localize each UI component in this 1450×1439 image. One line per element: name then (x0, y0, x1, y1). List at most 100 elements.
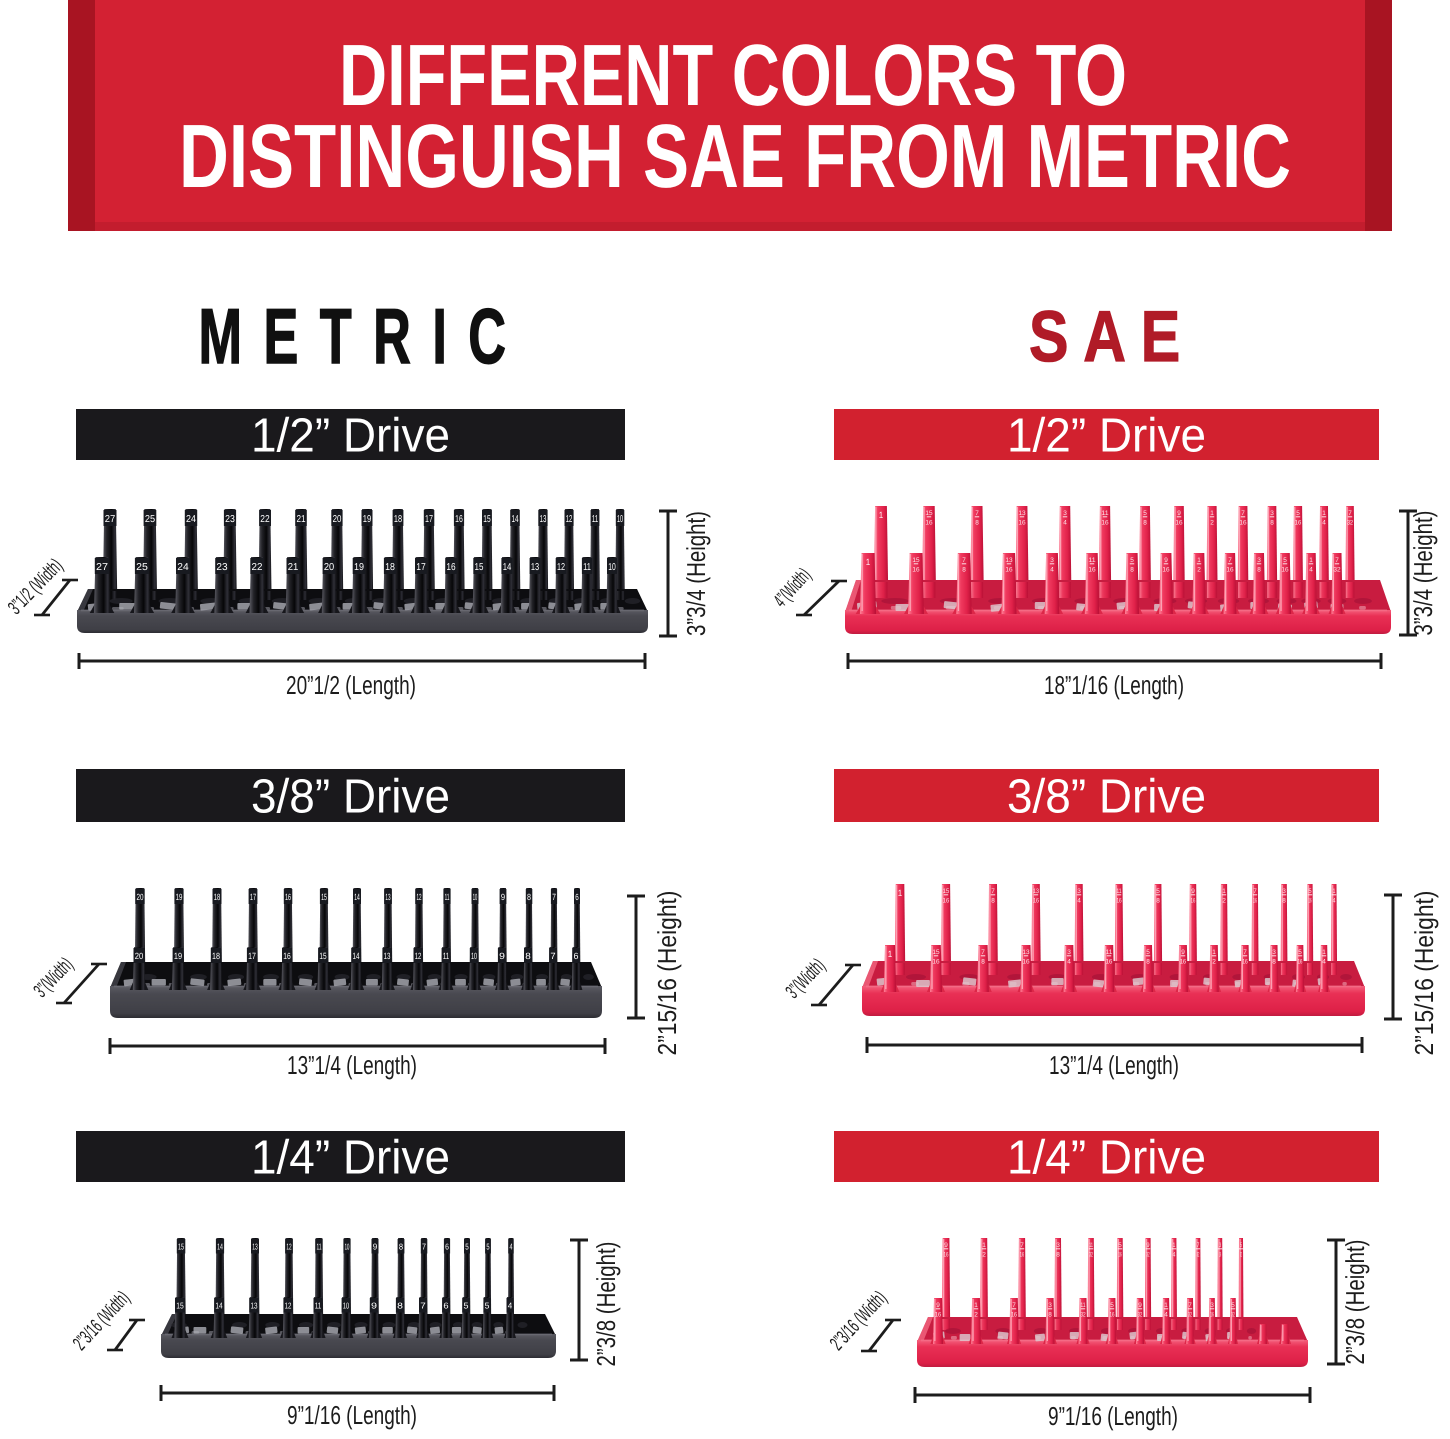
svg-text:8: 8 (1056, 1252, 1060, 1259)
svg-text:2”3/16 (Width): 2”3/16 (Width) (69, 1287, 134, 1355)
svg-text:3”3/4 (Height): 3”3/4 (Height) (1408, 511, 1438, 636)
svg-text:18: 18 (394, 514, 403, 525)
svg-text:7: 7 (1188, 1302, 1192, 1309)
svg-text:9: 9 (1138, 1302, 1142, 1309)
svg-text:16: 16 (1020, 1252, 1025, 1259)
svg-text:7: 7 (1253, 888, 1257, 895)
svg-text:18: 18 (214, 892, 221, 902)
svg-text:18”1/16 (Length): 18”1/16 (Length) (1044, 670, 1184, 700)
svg-text:6: 6 (443, 1301, 448, 1311)
svg-text:12: 12 (285, 1301, 292, 1311)
svg-text:5: 5 (465, 1242, 469, 1252)
svg-text:1: 1 (1309, 557, 1313, 564)
svg-text:18: 18 (212, 951, 220, 961)
svg-text:10: 10 (471, 951, 477, 961)
svg-text:7: 7 (1020, 1242, 1024, 1249)
svg-text:14: 14 (217, 1242, 223, 1252)
svg-text:9: 9 (373, 1242, 378, 1252)
svg-text:13: 13 (1022, 949, 1030, 956)
svg-text:4: 4 (1063, 520, 1067, 527)
svg-text:10: 10 (473, 892, 478, 902)
svg-text:5: 5 (1308, 888, 1312, 895)
svg-text:3: 3 (1067, 949, 1071, 956)
svg-text:27: 27 (105, 514, 116, 525)
svg-text:16: 16 (455, 514, 463, 525)
svg-text:1: 1 (1222, 888, 1226, 895)
svg-text:16: 16 (1219, 1252, 1221, 1259)
svg-text:17: 17 (425, 514, 433, 525)
svg-text:16: 16 (1118, 1252, 1122, 1259)
svg-text:32: 32 (1333, 567, 1341, 574)
svg-text:5: 5 (1156, 888, 1160, 895)
svg-text:13: 13 (531, 562, 540, 573)
svg-text:7: 7 (550, 951, 555, 961)
svg-text:5: 5 (485, 1301, 490, 1311)
svg-text:7: 7 (1197, 1242, 1200, 1249)
svg-text:15: 15 (943, 888, 950, 895)
svg-text:1/4” Drive: 1/4” Drive (251, 1132, 450, 1185)
svg-text:13: 13 (385, 892, 390, 902)
svg-text:8: 8 (1257, 567, 1261, 574)
svg-text:2: 2 (1212, 959, 1216, 966)
svg-text:4: 4 (1050, 567, 1054, 574)
svg-text:11: 11 (317, 1242, 322, 1252)
svg-text:16: 16 (283, 951, 291, 961)
svg-text:15: 15 (321, 892, 327, 902)
svg-text:3: 3 (1056, 1242, 1060, 1249)
svg-text:5: 5 (1231, 1302, 1235, 1309)
svg-text:14: 14 (353, 951, 360, 961)
svg-text:1: 1 (888, 949, 893, 959)
svg-text:9: 9 (1146, 1242, 1150, 1249)
svg-text:13: 13 (540, 514, 547, 525)
svg-text:5: 5 (486, 1242, 489, 1252)
svg-text:15: 15 (475, 562, 484, 573)
svg-text:7: 7 (422, 1242, 426, 1252)
svg-text:16: 16 (1242, 959, 1248, 966)
svg-text:16: 16 (935, 1312, 942, 1319)
svg-text:5: 5 (1283, 557, 1287, 564)
svg-text:7: 7 (552, 892, 556, 902)
svg-text:4: 4 (1077, 898, 1081, 905)
svg-text:2: 2 (1197, 567, 1201, 574)
svg-text:3”(Width): 3”(Width) (782, 955, 830, 1003)
svg-text:8: 8 (1156, 898, 1160, 905)
svg-text:16: 16 (1005, 567, 1013, 574)
svg-text:16: 16 (932, 959, 940, 966)
svg-text:3”3/4 (Height): 3”3/4 (Height) (681, 511, 711, 636)
svg-text:11: 11 (1089, 1242, 1093, 1249)
svg-text:13: 13 (252, 1242, 258, 1252)
svg-text:3/8” Drive: 3/8” Drive (251, 771, 450, 824)
svg-text:16: 16 (912, 567, 920, 574)
svg-text:16: 16 (1180, 959, 1187, 966)
svg-text:8: 8 (527, 892, 531, 902)
svg-text:16: 16 (1101, 520, 1109, 527)
svg-text:7: 7 (1348, 510, 1352, 517)
svg-text:1: 1 (866, 557, 871, 567)
svg-text:8: 8 (1130, 567, 1134, 574)
svg-text:7: 7 (1012, 1302, 1016, 1309)
svg-text:9: 9 (936, 1302, 940, 1309)
svg-text:14: 14 (354, 892, 360, 902)
svg-text:2”15/16 (Height): 2”15/16 (Height) (1409, 891, 1439, 1056)
svg-text:9: 9 (944, 1242, 948, 1249)
svg-text:METRIC: METRIC (199, 292, 528, 380)
svg-text:8: 8 (1048, 1312, 1052, 1319)
svg-text:8: 8 (1282, 898, 1286, 905)
svg-text:16: 16 (925, 520, 933, 527)
svg-text:15: 15 (483, 514, 491, 525)
svg-text:17: 17 (250, 892, 256, 902)
svg-text:3”1/2 (Width): 3”1/2 (Width) (4, 555, 67, 619)
svg-text:15: 15 (319, 951, 326, 961)
svg-text:1: 1 (1322, 949, 1326, 956)
svg-text:16: 16 (943, 898, 950, 905)
svg-text:16: 16 (1281, 567, 1289, 574)
svg-text:13: 13 (1033, 888, 1039, 895)
svg-text:8: 8 (1270, 520, 1274, 527)
svg-text:2: 2 (974, 1312, 978, 1319)
svg-text:4: 4 (1309, 567, 1313, 574)
svg-text:13: 13 (1005, 557, 1013, 564)
svg-text:32: 32 (1197, 1252, 1200, 1259)
svg-text:1: 1 (1173, 1242, 1176, 1249)
svg-text:15: 15 (176, 1301, 184, 1311)
svg-text:32: 32 (1138, 1312, 1143, 1319)
